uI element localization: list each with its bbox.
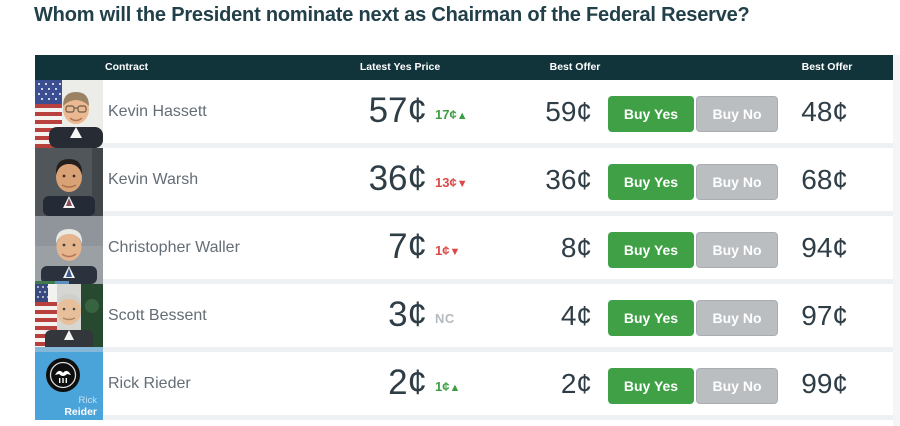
column-header-best-offer-no: Best Offer (801, 61, 853, 73)
scott-bessent-portrait-graphic (35, 284, 103, 352)
best-offer-no-price: 94¢ (801, 232, 848, 263)
kevin-hassett-photo[interactable] (35, 80, 103, 148)
contract-row-rick-rieder: Rick Reider Rick Rieder 2¢ 1¢▲ 2¢ Buy Ye… (35, 352, 893, 420)
buy-no-button[interactable]: Buy No (696, 96, 778, 132)
best-offer-yes-price: 8¢ (560, 232, 592, 263)
buy-yes-button[interactable]: Buy Yes (608, 300, 694, 336)
contract-row-scott-bessent: Scott Bessent 3¢ NC 4¢ Buy Yes Buy No 97… (35, 284, 893, 352)
photo-caption-first-name: Rick (79, 395, 98, 406)
change-up-arrow-icon: ▲ (456, 110, 468, 122)
best-offer-yes-price: 59¢ (545, 96, 592, 127)
price-change: 17¢▲ (435, 107, 468, 122)
contract-row-kevin-warsh: Kevin Warsh 36¢ 13¢▼ 36¢ Buy Yes Buy No … (35, 148, 893, 216)
rick-rieder-photo[interactable]: Rick Reider (35, 352, 103, 420)
best-offer-yes-price: 2¢ (560, 368, 592, 399)
price-change: 1¢▼ (435, 243, 460, 258)
latest-yes-price: 3¢ (388, 295, 427, 334)
scott-bessent-photo[interactable] (35, 284, 103, 352)
latest-yes-price: 2¢ (388, 363, 427, 402)
buy-no-button[interactable]: Buy No (696, 300, 778, 336)
buy-no-button[interactable]: Buy No (696, 232, 778, 268)
contract-name[interactable]: Rick Rieder (108, 375, 191, 392)
kevin-hassett-portrait-graphic (35, 80, 103, 148)
change-down-arrow-icon: ▼ (449, 246, 461, 258)
christopher-waller-photo[interactable] (35, 216, 103, 284)
latest-yes-price: 7¢ (388, 227, 427, 266)
market-question-title: Whom will the President nominate next as… (34, 4, 750, 26)
contract-row-christopher-waller: Christopher Waller 7¢ 1¢▼ 8¢ Buy Yes Buy… (35, 216, 893, 284)
best-offer-yes-price: 4¢ (560, 300, 592, 331)
change-up-arrow-icon: ▲ (449, 382, 461, 394)
price-change: 13¢▼ (435, 175, 468, 190)
christopher-waller-portrait-graphic (35, 216, 103, 284)
kevin-warsh-portrait-graphic (35, 148, 103, 216)
best-offer-no-price: 99¢ (801, 368, 848, 399)
price-change: 1¢▲ (435, 379, 460, 394)
contract-name[interactable]: Christopher Waller (108, 239, 240, 256)
column-header-best-offer-yes: Best Offer (549, 61, 601, 73)
best-offer-no-price: 97¢ (801, 300, 848, 331)
price-change-amount: 13¢ (435, 175, 457, 190)
column-header-contract: Contract (105, 61, 149, 73)
contracts-table: Contract Latest Yes Price Best Offer Bes… (35, 55, 893, 426)
contract-name[interactable]: Scott Bessent (108, 307, 207, 324)
buy-yes-button[interactable]: Buy Yes (608, 164, 694, 200)
buy-yes-button[interactable]: Buy Yes (608, 232, 694, 268)
price-change: NC (435, 311, 455, 326)
federal-reserve-seal-graphic: Rick Reider (35, 352, 103, 420)
next-row-partial (35, 420, 893, 426)
buy-yes-button[interactable]: Buy Yes (608, 368, 694, 404)
best-offer-no-price: 68¢ (801, 164, 848, 195)
price-change-amount: 1¢ (435, 379, 450, 394)
contract-name[interactable]: Kevin Hassett (108, 103, 207, 120)
contract-row-kevin-hassett: Kevin Hassett 57¢ 17¢▲ 59¢ Buy Yes Buy N… (35, 80, 893, 148)
kevin-warsh-photo[interactable] (35, 148, 103, 216)
best-offer-yes-price: 36¢ (545, 164, 592, 195)
photo-caption-last-name: Reider (64, 406, 97, 418)
latest-yes-price: 36¢ (368, 159, 427, 198)
buy-no-button[interactable]: Buy No (696, 164, 778, 200)
contract-name[interactable]: Kevin Warsh (108, 171, 199, 188)
best-offer-no-price: 48¢ (801, 96, 848, 127)
right-page-gutter (893, 55, 900, 426)
table-header: Contract Latest Yes Price Best Offer Bes… (35, 55, 893, 80)
buy-no-button[interactable]: Buy No (696, 368, 778, 404)
latest-yes-price: 57¢ (368, 91, 427, 130)
price-change-amount: 17¢ (435, 107, 457, 122)
change-down-arrow-icon: ▼ (456, 178, 468, 190)
price-change-amount: NC (435, 311, 455, 326)
buy-yes-button[interactable]: Buy Yes (608, 96, 694, 132)
price-change-amount: 1¢ (435, 243, 450, 258)
column-header-latest-yes-price: Latest Yes Price (359, 61, 441, 73)
